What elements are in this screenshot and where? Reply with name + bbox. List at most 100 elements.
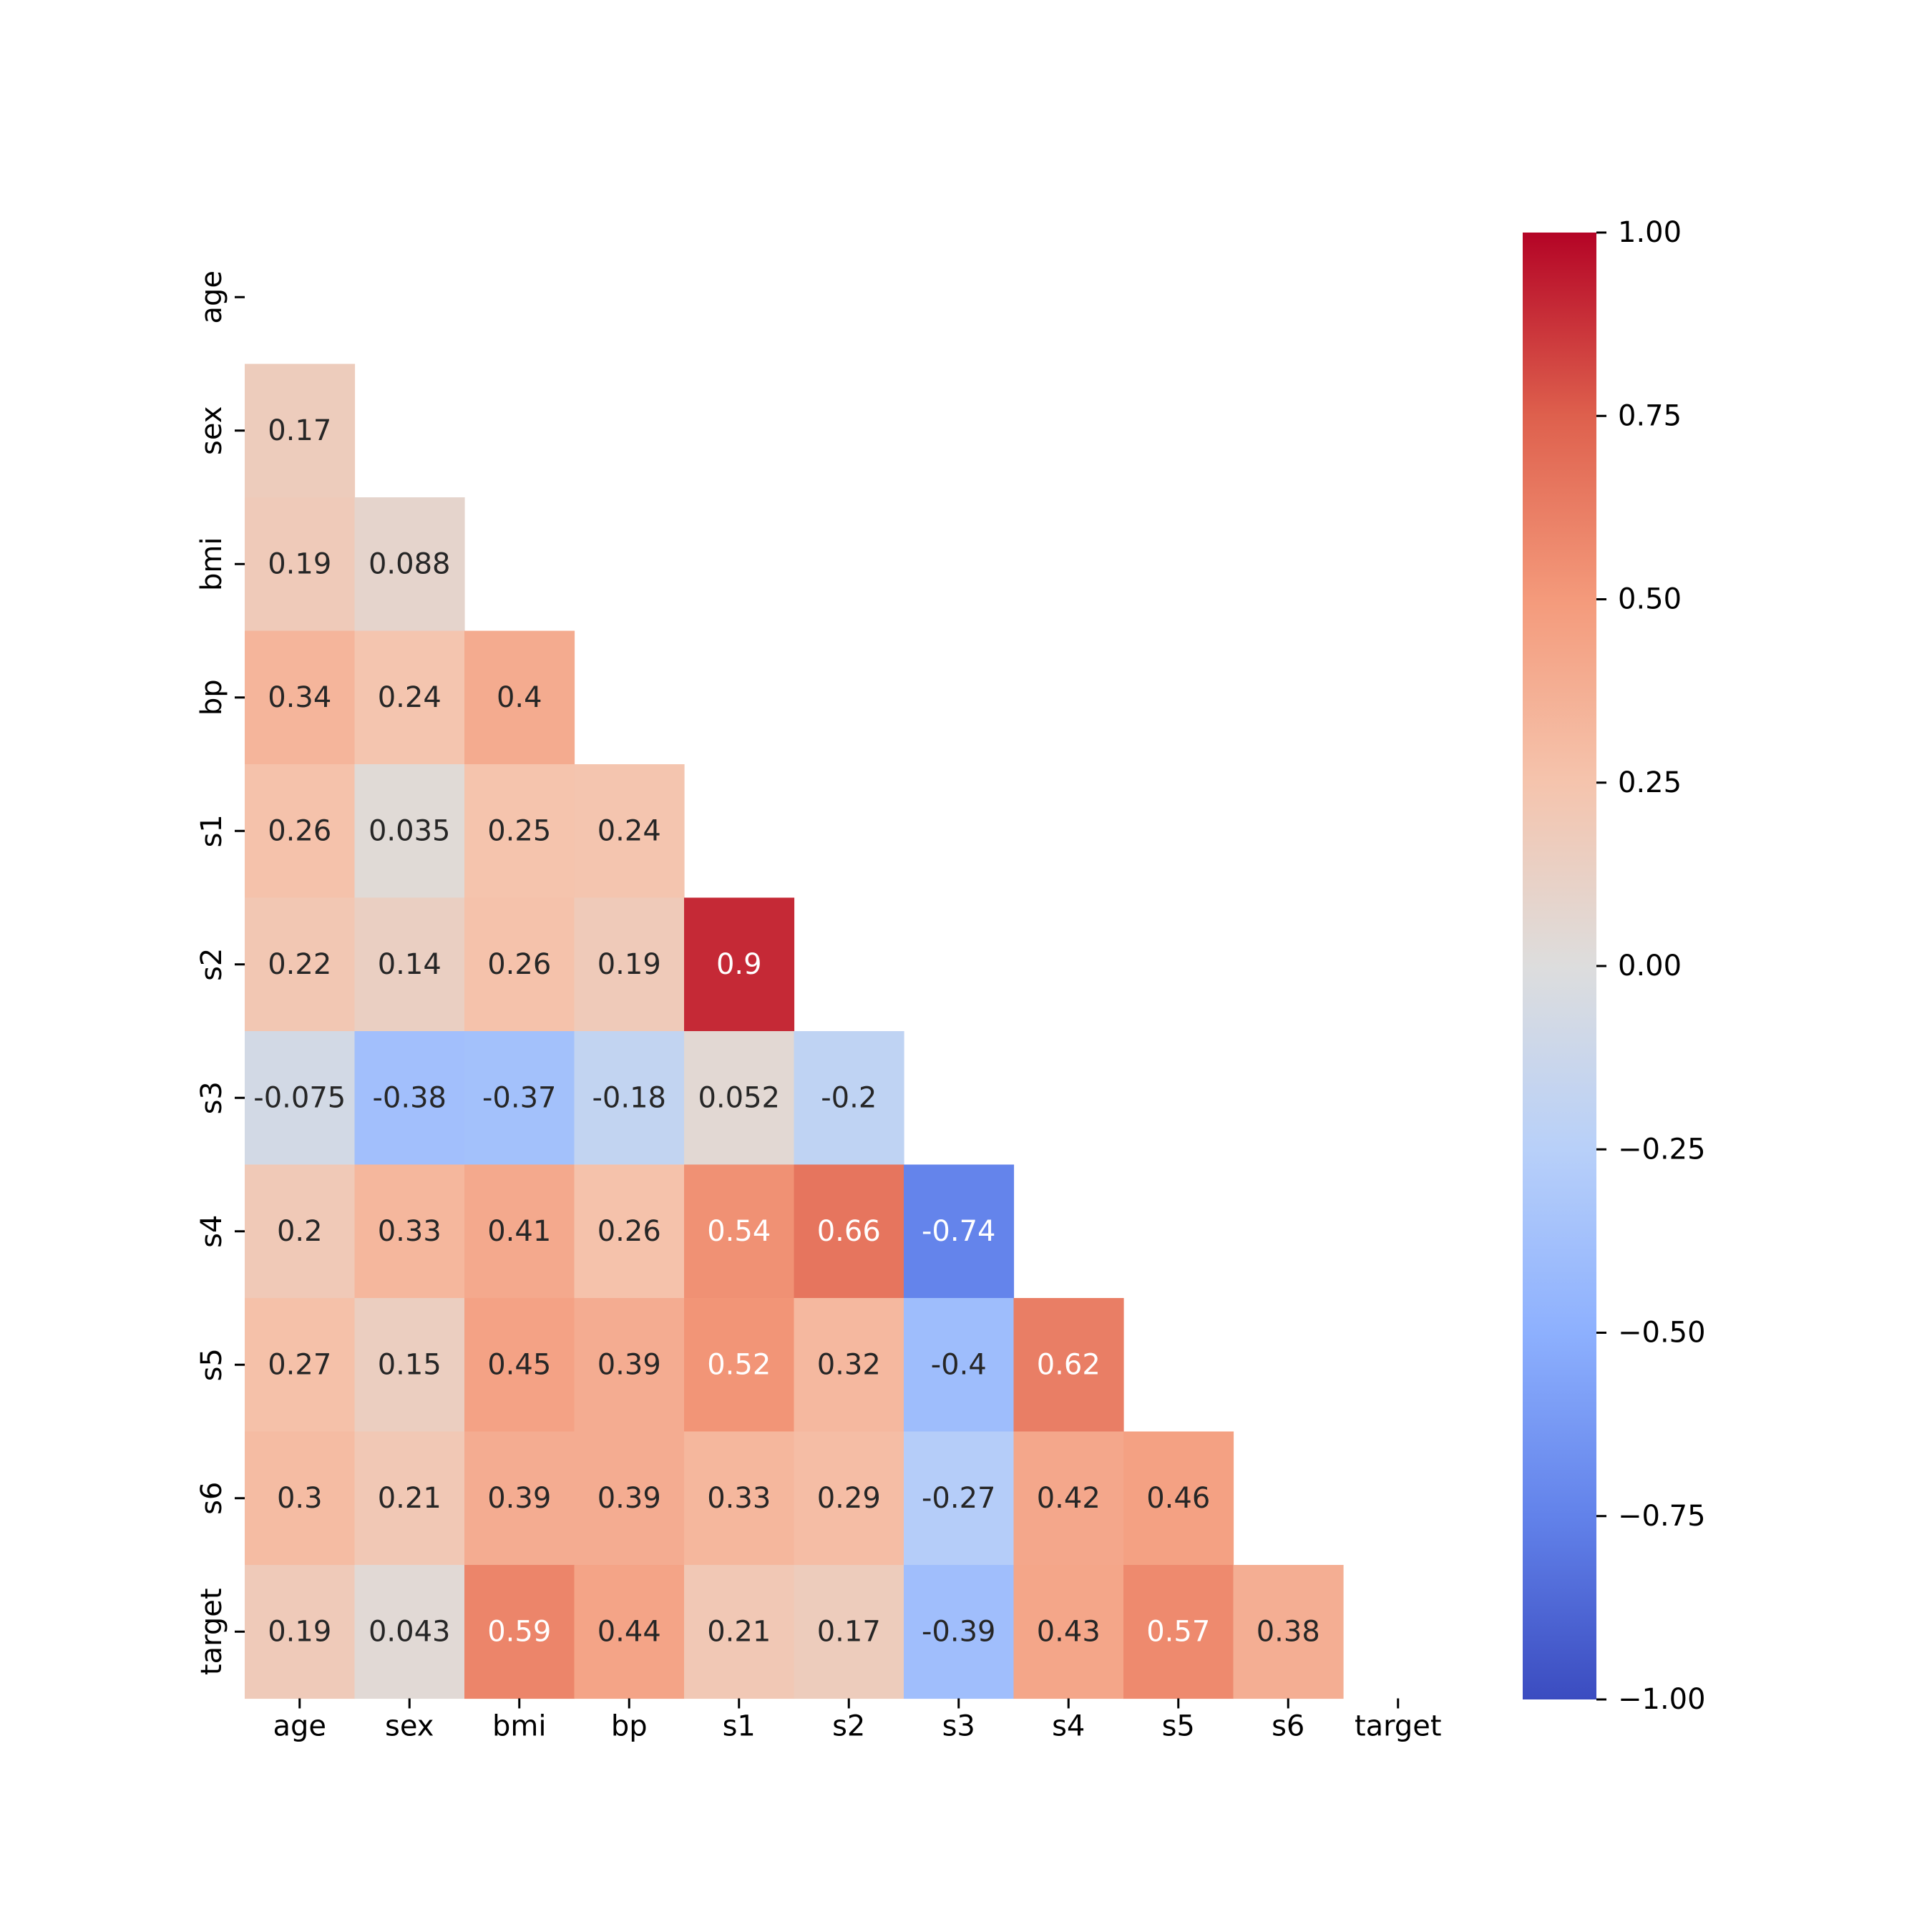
cell-value-label: 0.62 [1037, 1348, 1101, 1381]
heatmap-cell [684, 1565, 795, 1699]
cell-value-label: 0.24 [378, 681, 441, 714]
heatmap-cell [354, 897, 465, 1032]
cell-value-label: -0.4 [931, 1348, 987, 1381]
heatmap-cell [904, 1565, 1015, 1699]
cell-value-label: 0.26 [597, 1215, 661, 1248]
colorbar-tick-label: 0.75 [1618, 399, 1682, 432]
heatmap-cell [354, 1031, 465, 1166]
colorbar-tick-label: −1.00 [1618, 1683, 1706, 1716]
cell-value-label: -0.37 [482, 1081, 557, 1114]
cell-value-label: 0.21 [378, 1482, 441, 1515]
heatmap-cell [245, 1164, 356, 1299]
cell-value-label: 0.035 [369, 814, 451, 847]
heatmap-cell [245, 764, 356, 899]
x-tick-label: target [1355, 1710, 1442, 1743]
heatmap-cell [684, 1031, 795, 1166]
cell-value-label: 0.052 [698, 1081, 780, 1114]
heatmap-cell [245, 1298, 356, 1433]
heatmap-cell [574, 1298, 685, 1433]
cell-value-label: -0.74 [922, 1215, 996, 1248]
heatmap-cell [1013, 1565, 1124, 1699]
heatmap-cell [684, 1164, 795, 1299]
heatmap-cell [245, 630, 356, 765]
y-tick-label: age [195, 270, 228, 324]
heatmap-cell [245, 1565, 356, 1699]
cell-value-label: -0.27 [922, 1482, 996, 1515]
heatmap-cell [245, 897, 356, 1032]
heatmap-cell [794, 1431, 904, 1566]
heatmap-cell [354, 1298, 465, 1433]
x-tick-label: s1 [723, 1710, 756, 1743]
cell-value-label: 0.45 [487, 1348, 551, 1381]
cell-value-label: 0.29 [817, 1482, 881, 1515]
cell-value-label: 0.043 [369, 1615, 451, 1648]
heatmap-cell [354, 1431, 465, 1566]
heatmap-cell [464, 1298, 575, 1433]
heatmap-cell [684, 1431, 795, 1566]
heatmap-cell [464, 1031, 575, 1166]
heatmap-cell [574, 1164, 685, 1299]
x-axis: age sex bmi bp s1 s2 s3 s4 s5 s6 target [273, 1698, 1442, 1743]
cell-value-label: 0.17 [817, 1615, 881, 1648]
cell-value-label: 0.26 [487, 948, 551, 981]
cell-value-label: 0.33 [378, 1215, 441, 1248]
heatmap-cell [354, 1565, 465, 1699]
colorbar: 1.00 0.75 0.50 0.25 0.00 −0.25 −0.50 −0.75 −1.00 [1523, 216, 1706, 1716]
heatmap-cell [684, 897, 795, 1032]
x-tick-label: s2 [832, 1710, 865, 1743]
heatmap-cell [1013, 1298, 1124, 1433]
heatmap-cell [1123, 1431, 1234, 1566]
heatmap-cell [354, 497, 465, 632]
cell-value-label: 0.21 [707, 1615, 771, 1648]
cell-value-label: 0.2 [277, 1215, 323, 1248]
heatmap-cell [794, 1565, 904, 1699]
cell-value-label: 0.34 [268, 681, 331, 714]
cell-value-label: 0.27 [268, 1348, 331, 1381]
colorbar-tick-label: −0.50 [1618, 1317, 1706, 1350]
cell-value-label: 0.3 [277, 1482, 323, 1515]
colorbar-tick-label: −0.25 [1618, 1133, 1706, 1166]
heatmap-cell [574, 764, 685, 899]
cell-value-label: 0.15 [378, 1348, 441, 1381]
heatmap-cell [354, 1164, 465, 1299]
cell-value-label: 0.43 [1037, 1615, 1101, 1648]
heatmap-cell [464, 1431, 575, 1566]
heatmap-cell [904, 1298, 1015, 1433]
cell-value-label: -0.38 [373, 1081, 447, 1114]
cell-value-label: 0.42 [1037, 1482, 1101, 1515]
y-tick-label: bmi [195, 537, 228, 591]
colorbar-tick-label: −0.75 [1618, 1500, 1706, 1533]
heatmap-cell [574, 1431, 685, 1566]
heatmap-cell [245, 497, 356, 632]
heatmap-cell [794, 1164, 904, 1299]
cell-value-label: -0.2 [821, 1081, 877, 1114]
colorbar-tick-label: 0.00 [1618, 950, 1682, 982]
x-tick-label: s4 [1052, 1710, 1085, 1743]
cell-value-label: 0.39 [597, 1348, 661, 1381]
heatmap-cell [1013, 1431, 1124, 1566]
cell-value-label: -0.39 [922, 1615, 996, 1648]
colorbar-tick-label: 1.00 [1618, 216, 1682, 249]
heatmap-cells: 0.17 0.19 0.088 0.34 0.24 0.4 0.26 0.035 0.25 0.2… [245, 364, 1344, 1699]
cell-value-label: 0.25 [487, 814, 551, 847]
heatmap-cell [1123, 1565, 1234, 1699]
y-tick-label: sex [195, 406, 228, 455]
cell-value-label: 0.57 [1146, 1615, 1210, 1648]
heatmap-cell [245, 364, 356, 498]
heatmap-cell [684, 1298, 795, 1433]
cell-value-label: 0.38 [1257, 1615, 1320, 1648]
x-tick-label: sex [385, 1710, 434, 1743]
cell-value-label: 0.33 [707, 1482, 771, 1515]
cell-value-label: 0.44 [597, 1615, 661, 1648]
cell-value-label: 0.19 [268, 1615, 331, 1648]
heatmap-cell [574, 1565, 685, 1699]
heatmap-cell [464, 1565, 575, 1699]
cell-value-label: 0.52 [707, 1348, 771, 1381]
heatmap-cell [794, 1298, 904, 1433]
y-tick-label: s2 [195, 948, 228, 981]
heatmap-cell [464, 1164, 575, 1299]
cell-value-label: 0.17 [268, 414, 331, 447]
heatmap-cell [1233, 1565, 1344, 1699]
